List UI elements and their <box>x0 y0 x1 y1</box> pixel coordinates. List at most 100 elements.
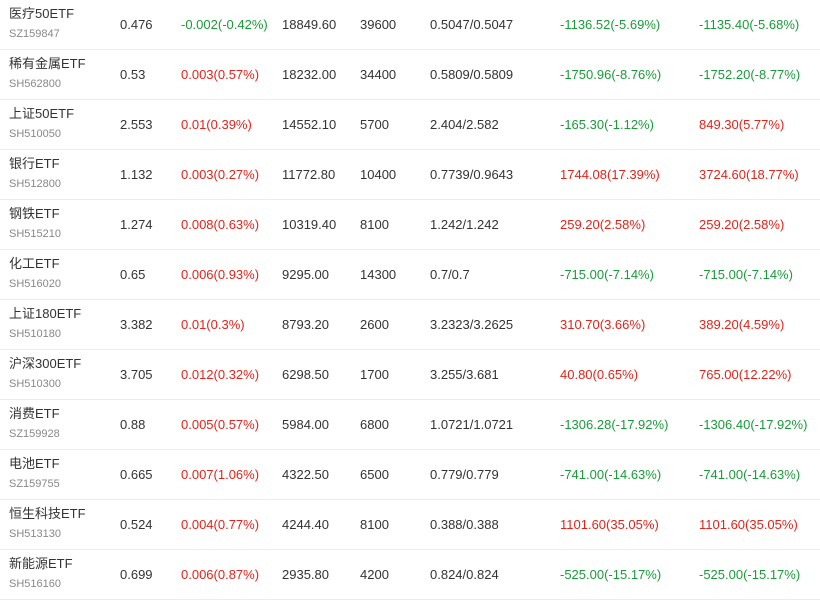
change-cell: 0.01(0.39%) <box>181 117 252 132</box>
table-row[interactable]: 银行ETF SH512800 1.132 0.003(0.27%) 11772.… <box>0 150 820 200</box>
etf-code: SZ159755 <box>9 478 60 490</box>
name-cell[interactable]: 新能源ETF SH516160 <box>9 554 73 596</box>
etf-name[interactable]: 上证180ETF <box>9 306 82 321</box>
high-low-cell: 0.7739/0.9643 <box>430 167 514 182</box>
table-row[interactable]: 稀有金属ETF SH562800 0.53 0.003(0.57%) 18232… <box>0 50 820 100</box>
change-cell: 0.008(0.63%) <box>181 217 260 232</box>
price-cell: 0.665 <box>120 467 153 482</box>
volume-cell: 4200 <box>360 567 389 582</box>
etf-code: SH515210 <box>9 228 61 240</box>
change-cell: 0.007(1.06%) <box>181 467 260 482</box>
name-cell[interactable]: 上证180ETF SH510180 <box>9 304 81 346</box>
name-cell[interactable]: 上证50ETF SH510050 <box>9 104 74 146</box>
profit-loss-cell: 310.70(3.66%) <box>560 317 646 332</box>
table-row[interactable]: 钢铁ETF SH515210 1.274 0.008(0.63%) 10319.… <box>0 200 820 250</box>
table-row[interactable]: 沪深300ETF SH510300 3.705 0.012(0.32%) 629… <box>0 350 820 400</box>
profit-loss-cell: -1136.52(-5.69%) <box>560 17 661 32</box>
etf-code: SH510180 <box>9 328 61 340</box>
total-profit-loss-cell: -525.00(-15.17%) <box>699 567 801 582</box>
volume-cell: 6500 <box>360 467 389 482</box>
profit-loss-cell: -1750.96(-8.76%) <box>560 67 662 82</box>
table-row[interactable]: 恒生科技ETF SH513130 0.524 0.004(0.77%) 4244… <box>0 500 820 550</box>
amount-cell: 11772.80 <box>282 167 336 182</box>
etf-name[interactable]: 消费ETF <box>9 406 60 421</box>
volume-cell: 1700 <box>360 367 389 382</box>
profit-loss-cell: -165.30(-1.12%) <box>560 117 654 132</box>
change-cell: 0.005(0.57%) <box>181 417 260 432</box>
high-low-cell: 0.7/0.7 <box>430 267 470 282</box>
volume-cell: 5700 <box>360 117 389 132</box>
high-low-cell: 0.824/0.824 <box>430 567 499 582</box>
profit-loss-cell: -1306.28(-17.92%) <box>560 417 669 432</box>
amount-cell: 5984.00 <box>282 417 329 432</box>
change-cell: 0.003(0.27%) <box>181 167 260 182</box>
volume-cell: 2600 <box>360 317 389 332</box>
table-row[interactable]: 新能源ETF SH516160 0.699 0.006(0.87%) 2935.… <box>0 550 820 600</box>
table-row[interactable]: 电池ETF SZ159755 0.665 0.007(1.06%) 4322.5… <box>0 450 820 500</box>
amount-cell: 18232.00 <box>282 67 337 82</box>
volume-cell: 6800 <box>360 417 389 432</box>
name-cell[interactable]: 沪深300ETF SH510300 <box>9 354 81 396</box>
change-cell: 0.012(0.32%) <box>181 367 260 382</box>
high-low-cell: 3.255/3.681 <box>430 367 499 382</box>
price-cell: 0.699 <box>120 567 153 582</box>
price-cell: 1.132 <box>120 167 153 182</box>
etf-name[interactable]: 电池ETF <box>9 456 60 471</box>
name-cell[interactable]: 银行ETF SH512800 <box>9 154 61 196</box>
table-row[interactable]: 上证180ETF SH510180 3.382 0.01(0.3%) 8793.… <box>0 300 820 350</box>
profit-loss-cell: 259.20(2.58%) <box>560 217 646 232</box>
amount-cell: 6298.50 <box>282 367 329 382</box>
high-low-cell: 0.5809/0.5809 <box>430 67 514 82</box>
change-cell: 0.004(0.77%) <box>181 517 260 532</box>
total-profit-loss-cell: -1135.40(-5.68%) <box>699 17 800 32</box>
change-cell: 0.006(0.93%) <box>181 267 260 282</box>
etf-name[interactable]: 稀有金属ETF <box>9 56 86 71</box>
amount-cell: 8793.20 <box>282 317 329 332</box>
etf-code: SH516160 <box>9 578 61 590</box>
profit-loss-cell: 40.80(0.65%) <box>560 367 639 382</box>
etf-code: SH513130 <box>9 528 61 540</box>
name-cell[interactable]: 消费ETF SZ159928 <box>9 404 60 446</box>
volume-cell: 14300 <box>360 267 397 282</box>
etf-name[interactable]: 上证50ETF <box>9 106 75 121</box>
price-cell: 0.65 <box>120 267 146 282</box>
table-row[interactable]: 消费ETF SZ159928 0.88 0.005(0.57%) 5984.00… <box>0 400 820 450</box>
amount-cell: 4322.50 <box>282 467 329 482</box>
etf-name[interactable]: 沪深300ETF <box>9 356 82 371</box>
amount-cell: 2935.80 <box>282 567 329 582</box>
name-cell[interactable]: 电池ETF SZ159755 <box>9 454 60 496</box>
volume-cell: 39600 <box>360 17 397 32</box>
change-cell: 0.006(0.87%) <box>181 567 260 582</box>
volume-cell: 8100 <box>360 517 389 532</box>
amount-cell: 14552.10 <box>282 117 337 132</box>
table-row[interactable]: 上证50ETF SH510050 2.553 0.01(0.39%) 14552… <box>0 100 820 150</box>
etf-name[interactable]: 新能源ETF <box>9 556 73 571</box>
price-cell: 0.476 <box>120 17 153 32</box>
price-cell: 3.705 <box>120 367 153 382</box>
profit-loss-cell: 1744.08(17.39%) <box>560 167 660 182</box>
total-profit-loss-cell: -1752.20(-8.77%) <box>699 67 801 82</box>
etf-name[interactable]: 钢铁ETF <box>9 206 60 221</box>
high-low-cell: 0.388/0.388 <box>430 517 499 532</box>
etf-name[interactable]: 恒生科技ETF <box>9 506 86 521</box>
price-cell: 2.553 <box>120 117 153 132</box>
name-cell[interactable]: 钢铁ETF SH515210 <box>9 204 61 246</box>
total-profit-loss-cell: 849.30(5.77%) <box>699 117 785 132</box>
etf-name[interactable]: 银行ETF <box>9 156 60 171</box>
total-profit-loss-cell: 259.20(2.58%) <box>699 217 785 232</box>
etf-code: SZ159847 <box>9 28 60 40</box>
name-cell[interactable]: 稀有金属ETF SH562800 <box>9 54 86 96</box>
table-row[interactable]: 化工ETF SH516020 0.65 0.006(0.93%) 9295.00… <box>0 250 820 300</box>
etf-name[interactable]: 医疗50ETF <box>9 6 75 21</box>
etf-code: SH512800 <box>9 178 61 190</box>
etf-name[interactable]: 化工ETF <box>9 256 60 271</box>
price-cell: 0.53 <box>120 67 146 82</box>
name-cell[interactable]: 化工ETF SH516020 <box>9 254 61 296</box>
etf-code: SH510300 <box>9 378 61 390</box>
table-row[interactable]: 医疗50ETF SZ159847 0.476 -0.002(-0.42%) 18… <box>0 0 820 50</box>
name-cell[interactable]: 恒生科技ETF SH513130 <box>9 504 86 546</box>
total-profit-loss-cell: -1306.40(-17.92%) <box>699 417 808 432</box>
name-cell[interactable]: 医疗50ETF SZ159847 <box>9 4 74 46</box>
total-profit-loss-cell: -715.00(-7.14%) <box>699 267 793 282</box>
